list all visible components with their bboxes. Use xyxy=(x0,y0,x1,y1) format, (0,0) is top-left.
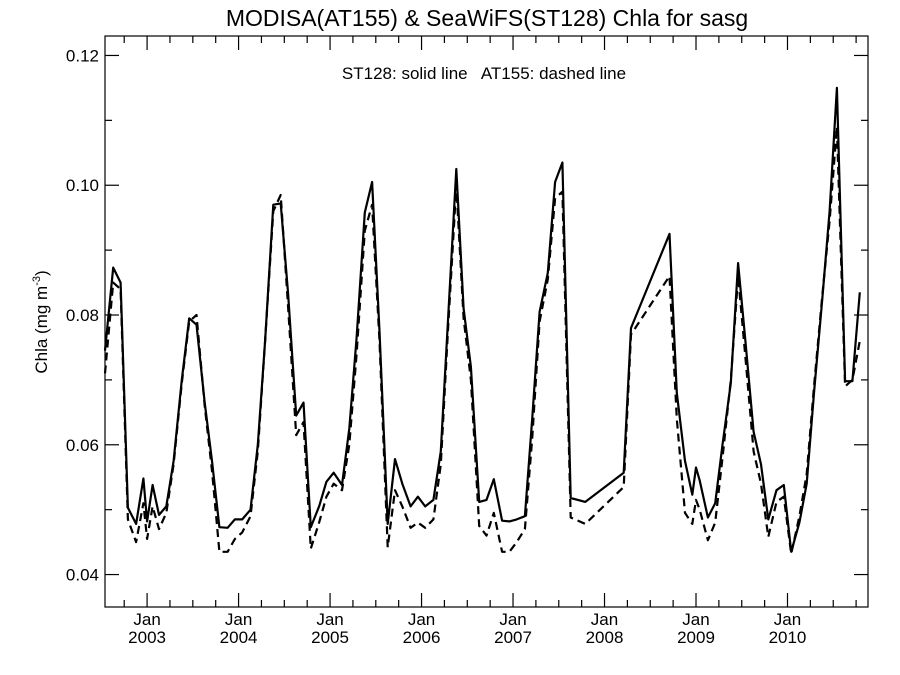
y-axis-label-superscript: -3 xyxy=(31,276,43,286)
series-line-at155 xyxy=(103,125,861,555)
x-tick-month-label: Jan xyxy=(499,610,526,629)
x-tick-month-label: Jan xyxy=(225,610,252,629)
y-axis: 0.04 0.06 0.08 0.10 0.12 xyxy=(66,46,868,585)
x-tick-month-label: Jan xyxy=(591,610,618,629)
series-layer xyxy=(103,86,861,555)
x-tick-year-label: 2009 xyxy=(677,628,715,647)
y-axis-label-main: Chla (mg m xyxy=(32,286,51,374)
y-tick-label: 0.04 xyxy=(66,566,99,585)
x-tick-year-label: 2007 xyxy=(494,628,532,647)
y-tick-label: 0.10 xyxy=(66,176,99,195)
legend-annotation: ST128: solid line AT155: dashed line xyxy=(342,64,626,83)
x-tick-month-label: Jan xyxy=(774,610,801,629)
x-tick-month-label: Jan xyxy=(408,610,435,629)
x-tick-year-label: 2010 xyxy=(769,628,807,647)
x-tick-year-label: 2004 xyxy=(220,628,258,647)
x-tick-month-label: Jan xyxy=(316,610,343,629)
x-tick-year-label: 2008 xyxy=(586,628,624,647)
x-tick-year-label: 2006 xyxy=(403,628,441,647)
plot-frame xyxy=(104,35,869,608)
x-axis: Jan2003Jan2004Jan2005Jan2006Jan2007Jan20… xyxy=(123,36,857,647)
x-tick-year-label: 2005 xyxy=(311,628,349,647)
y-tick-label: 0.12 xyxy=(66,46,99,65)
y-axis-label: Chla (mg m-3) xyxy=(31,270,51,373)
chart-title: MODISA(AT155) & SeaWiFS(ST128) Chla for … xyxy=(226,5,748,31)
y-axis-label-end: ) xyxy=(32,270,51,276)
y-tick-label: 0.06 xyxy=(66,436,99,455)
y-tick-label: 0.08 xyxy=(66,306,99,325)
x-tick-month-label: Jan xyxy=(133,610,160,629)
series-line-st128 xyxy=(103,86,861,553)
x-tick-month-label: Jan xyxy=(682,610,709,629)
x-tick-year-label: 2003 xyxy=(128,628,166,647)
